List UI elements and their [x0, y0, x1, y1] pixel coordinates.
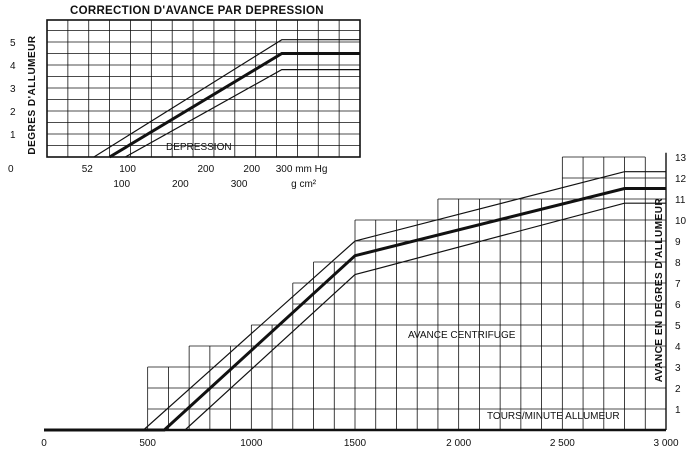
centrifugal-x-tick: 500: [139, 438, 156, 449]
centrifugal-grid: [44, 152, 667, 432]
centrifugal-y-tick: 1: [675, 405, 681, 416]
centrifugal-y-tick: 6: [675, 300, 681, 311]
centrifugal-y-tick: 10: [675, 216, 687, 227]
centrifugal-x-tick: 2 000: [446, 438, 471, 449]
centrifugal-y-tick: 5: [675, 321, 681, 332]
centrifugal-y-tick: 11: [675, 195, 686, 206]
centrifugal-y-axis-label: AVANCE EN DEGRES D'ALLUMEUR: [654, 198, 665, 383]
depression-y-ticks: 1 2 3 4 5: [10, 38, 16, 141]
centrifugal-y-tick: 8: [675, 258, 681, 269]
centrifugal-y-tick: 4: [675, 342, 681, 353]
depression-x-tick-gcm2: g cm²: [291, 179, 317, 190]
centrifugal-annotation: AVANCE CENTRIFUGE: [408, 330, 516, 341]
centrifugal-y-tick: 9: [675, 237, 681, 248]
depression-y-tick: 5: [10, 38, 16, 49]
centrifugal-y-tick: 3: [675, 363, 681, 374]
depression-y-tick: 2: [10, 107, 16, 118]
depression-y-tick: 1: [10, 130, 16, 141]
centrifugal-y-tick: 7: [675, 279, 681, 290]
depression-y-tick: 4: [10, 61, 16, 72]
depression-x-tick-gcm2: 200: [172, 179, 189, 190]
depression-y-axis-label: DEGRES D'ALLUMEUR: [27, 35, 38, 154]
depression-chart: CORRECTION D'AVANCE PAR DEPRESSION DEGRE…: [8, 5, 361, 190]
centrifugal-y-tick: 2: [675, 384, 681, 395]
depression-frame: [46, 19, 361, 158]
depression-y-tick: 3: [10, 84, 16, 95]
depression-curve-1: [93, 39, 360, 158]
centrifugal-x-tick: 1500: [344, 438, 367, 449]
depression-x-tick-mmhg: 52: [82, 164, 94, 175]
centrifugal-y-tick: 12: [675, 174, 687, 185]
centrifugal-curve-3: [44, 202, 666, 431]
depression-annotation: DEPRESSION: [166, 142, 232, 153]
depression-x-tick-gcm2: 300: [231, 179, 248, 190]
depression-x-tick-mmhg: 100: [119, 164, 136, 175]
depression-curve-3: [125, 68, 360, 158]
depression-chart-title: CORRECTION D'AVANCE PAR DEPRESSION: [70, 5, 324, 17]
depression-x-tick-gcm2: 100: [113, 179, 130, 190]
depression-curve-2: [108, 52, 360, 159]
centrifugal-x-axis-label: TOURS/MINUTE ALLUMEUR: [487, 411, 620, 422]
centrifugal-y-tick: 13: [675, 153, 687, 164]
centrifugal-x-ticks: 0 500 1000 1500 2 000 2 500 3 000: [41, 438, 679, 449]
depression-x-tick-extra: 200: [243, 164, 260, 175]
centrifugal-curves: [44, 171, 666, 432]
depression-x-tick-mmhg: 200: [198, 164, 215, 175]
centrifugal-x-tick: 2 500: [550, 438, 575, 449]
depression-curves: [93, 39, 360, 159]
centrifugal-x-tick: 0: [41, 438, 47, 449]
centrifugal-x-tick: 1000: [240, 438, 263, 449]
depression-x-ticks: 52 100 200 300 mm Hg 100 200 300 g cm² 200 0: [8, 164, 327, 190]
centrifugal-chart: AVANCE EN DEGRES D'ALLUMEUR AVANCE CENTR…: [41, 152, 687, 449]
depression-x-tick-zero: 0: [8, 164, 14, 175]
centrifugal-x-tick: 3 000: [653, 438, 678, 449]
depression-x-tick-mmhg: 300 mm Hg: [276, 164, 328, 175]
